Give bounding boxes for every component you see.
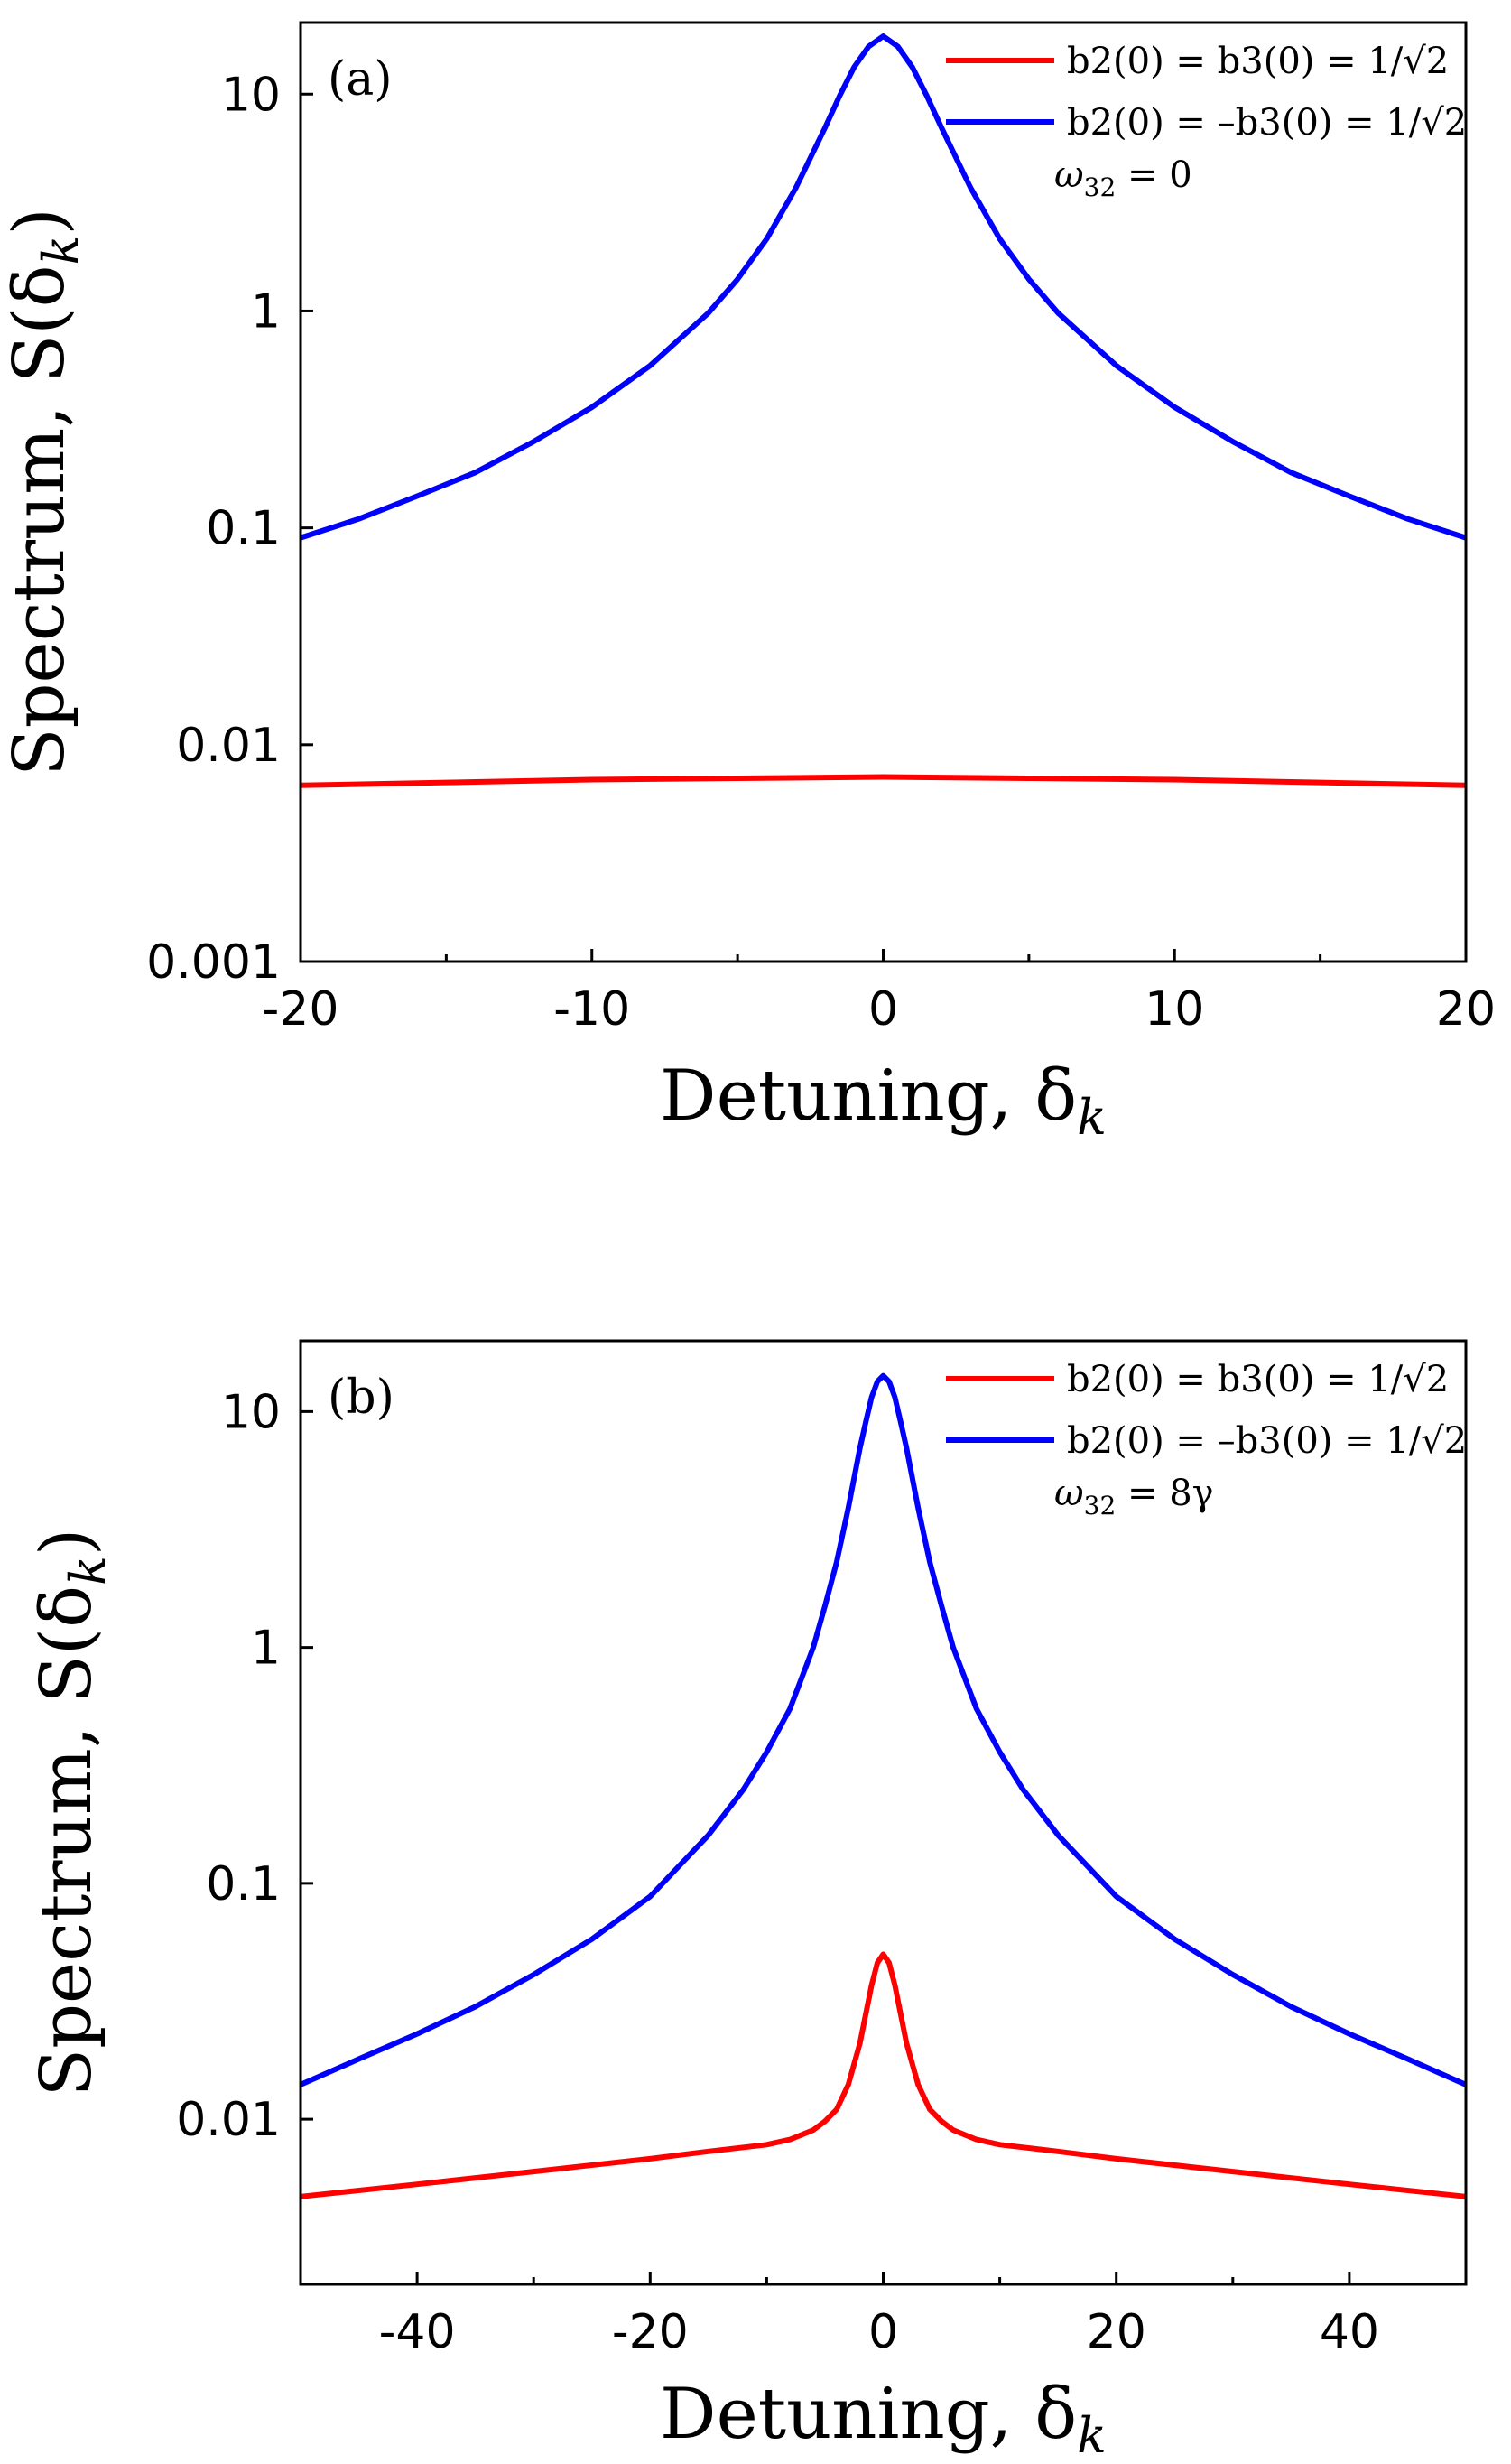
- x-tick-label: 20: [1087, 2305, 1146, 2359]
- y-axis-title-main: Spectrum, S(δ: [26, 1585, 107, 2097]
- y-axis-title-sub: k: [32, 236, 89, 265]
- omega-annotation: ω32 = 8γ: [1054, 1473, 1214, 1520]
- y-axis-title-main: Spectrum, S(δ: [0, 265, 80, 776]
- y-tick-label: 1: [251, 1622, 281, 1676]
- x-tick-label: 0: [868, 982, 898, 1037]
- x-tick-label: 10: [1145, 982, 1204, 1037]
- y-axis-title-close: ): [26, 1529, 107, 1556]
- panel-label: (b): [328, 1371, 394, 1425]
- x-axis-title: Detuning, δk: [660, 2374, 1107, 2464]
- x-tick-label: 0: [868, 2305, 898, 2359]
- y-tick-label: 1: [251, 284, 281, 339]
- omega-symbol: ω: [1054, 154, 1084, 196]
- omega-annotation: ω32 = 0: [1054, 154, 1192, 202]
- y-axis-title-sub: k: [60, 1556, 116, 1585]
- omega-subscript: 32: [1084, 172, 1117, 202]
- panel-label: (a): [328, 52, 393, 107]
- omega-value: = 8γ: [1116, 1473, 1213, 1514]
- y-tick-label: 0.01: [176, 2093, 281, 2147]
- series-line-red: [300, 774, 1467, 788]
- y-tick-label: 0.1: [206, 1857, 281, 1911]
- y-tick-label: 0.001: [146, 935, 281, 990]
- omega-symbol: ω: [1054, 1473, 1084, 1514]
- x-tick-label: -20: [612, 2305, 689, 2359]
- series-line-blue: [299, 1372, 1468, 2087]
- y-tick-label: 0.1: [206, 502, 281, 556]
- y-tick-label: 10: [221, 68, 281, 122]
- x-tick-label: -10: [553, 982, 630, 1037]
- x-tick-label: 20: [1436, 982, 1496, 1037]
- legend-label-blue: b2(0) = –b3(0) = 1/√2: [1067, 1420, 1467, 1462]
- omega-subscript: 32: [1084, 1491, 1117, 1520]
- y-tick-label: 0.01: [176, 719, 281, 773]
- y-axis-title-close: ): [0, 208, 80, 235]
- legend-label-red: b2(0) = b3(0) = 1/√2: [1067, 1359, 1449, 1400]
- x-axis-title-sub: k: [1077, 2407, 1107, 2464]
- series-line-blue: [300, 33, 1467, 541]
- legend-label-red: b2(0) = b3(0) = 1/√2: [1067, 41, 1449, 82]
- y-axis-title: Spectrum, S(δk): [26, 1529, 116, 2097]
- legend-label-blue: b2(0) = –b3(0) = 1/√2: [1067, 102, 1467, 144]
- y-axis-title: Spectrum, S(δk): [0, 208, 89, 776]
- x-axis-title-main: Detuning, δ: [660, 1055, 1077, 1137]
- x-tick-label: 40: [1320, 2305, 1379, 2359]
- y-tick-label: 10: [221, 1385, 281, 1439]
- omega-value: = 0: [1116, 154, 1191, 196]
- x-tick-label: -40: [379, 2305, 456, 2359]
- x-axis-title-main: Detuning, δ: [660, 2374, 1077, 2455]
- x-axis-title: Detuning, δk: [660, 1055, 1107, 1146]
- x-axis-title-sub: k: [1077, 1089, 1107, 1146]
- series-line-red: [300, 1951, 1467, 2199]
- x-tick-label: -20: [263, 982, 339, 1037]
